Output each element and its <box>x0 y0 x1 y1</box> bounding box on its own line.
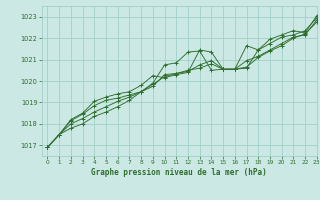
X-axis label: Graphe pression niveau de la mer (hPa): Graphe pression niveau de la mer (hPa) <box>91 168 267 177</box>
